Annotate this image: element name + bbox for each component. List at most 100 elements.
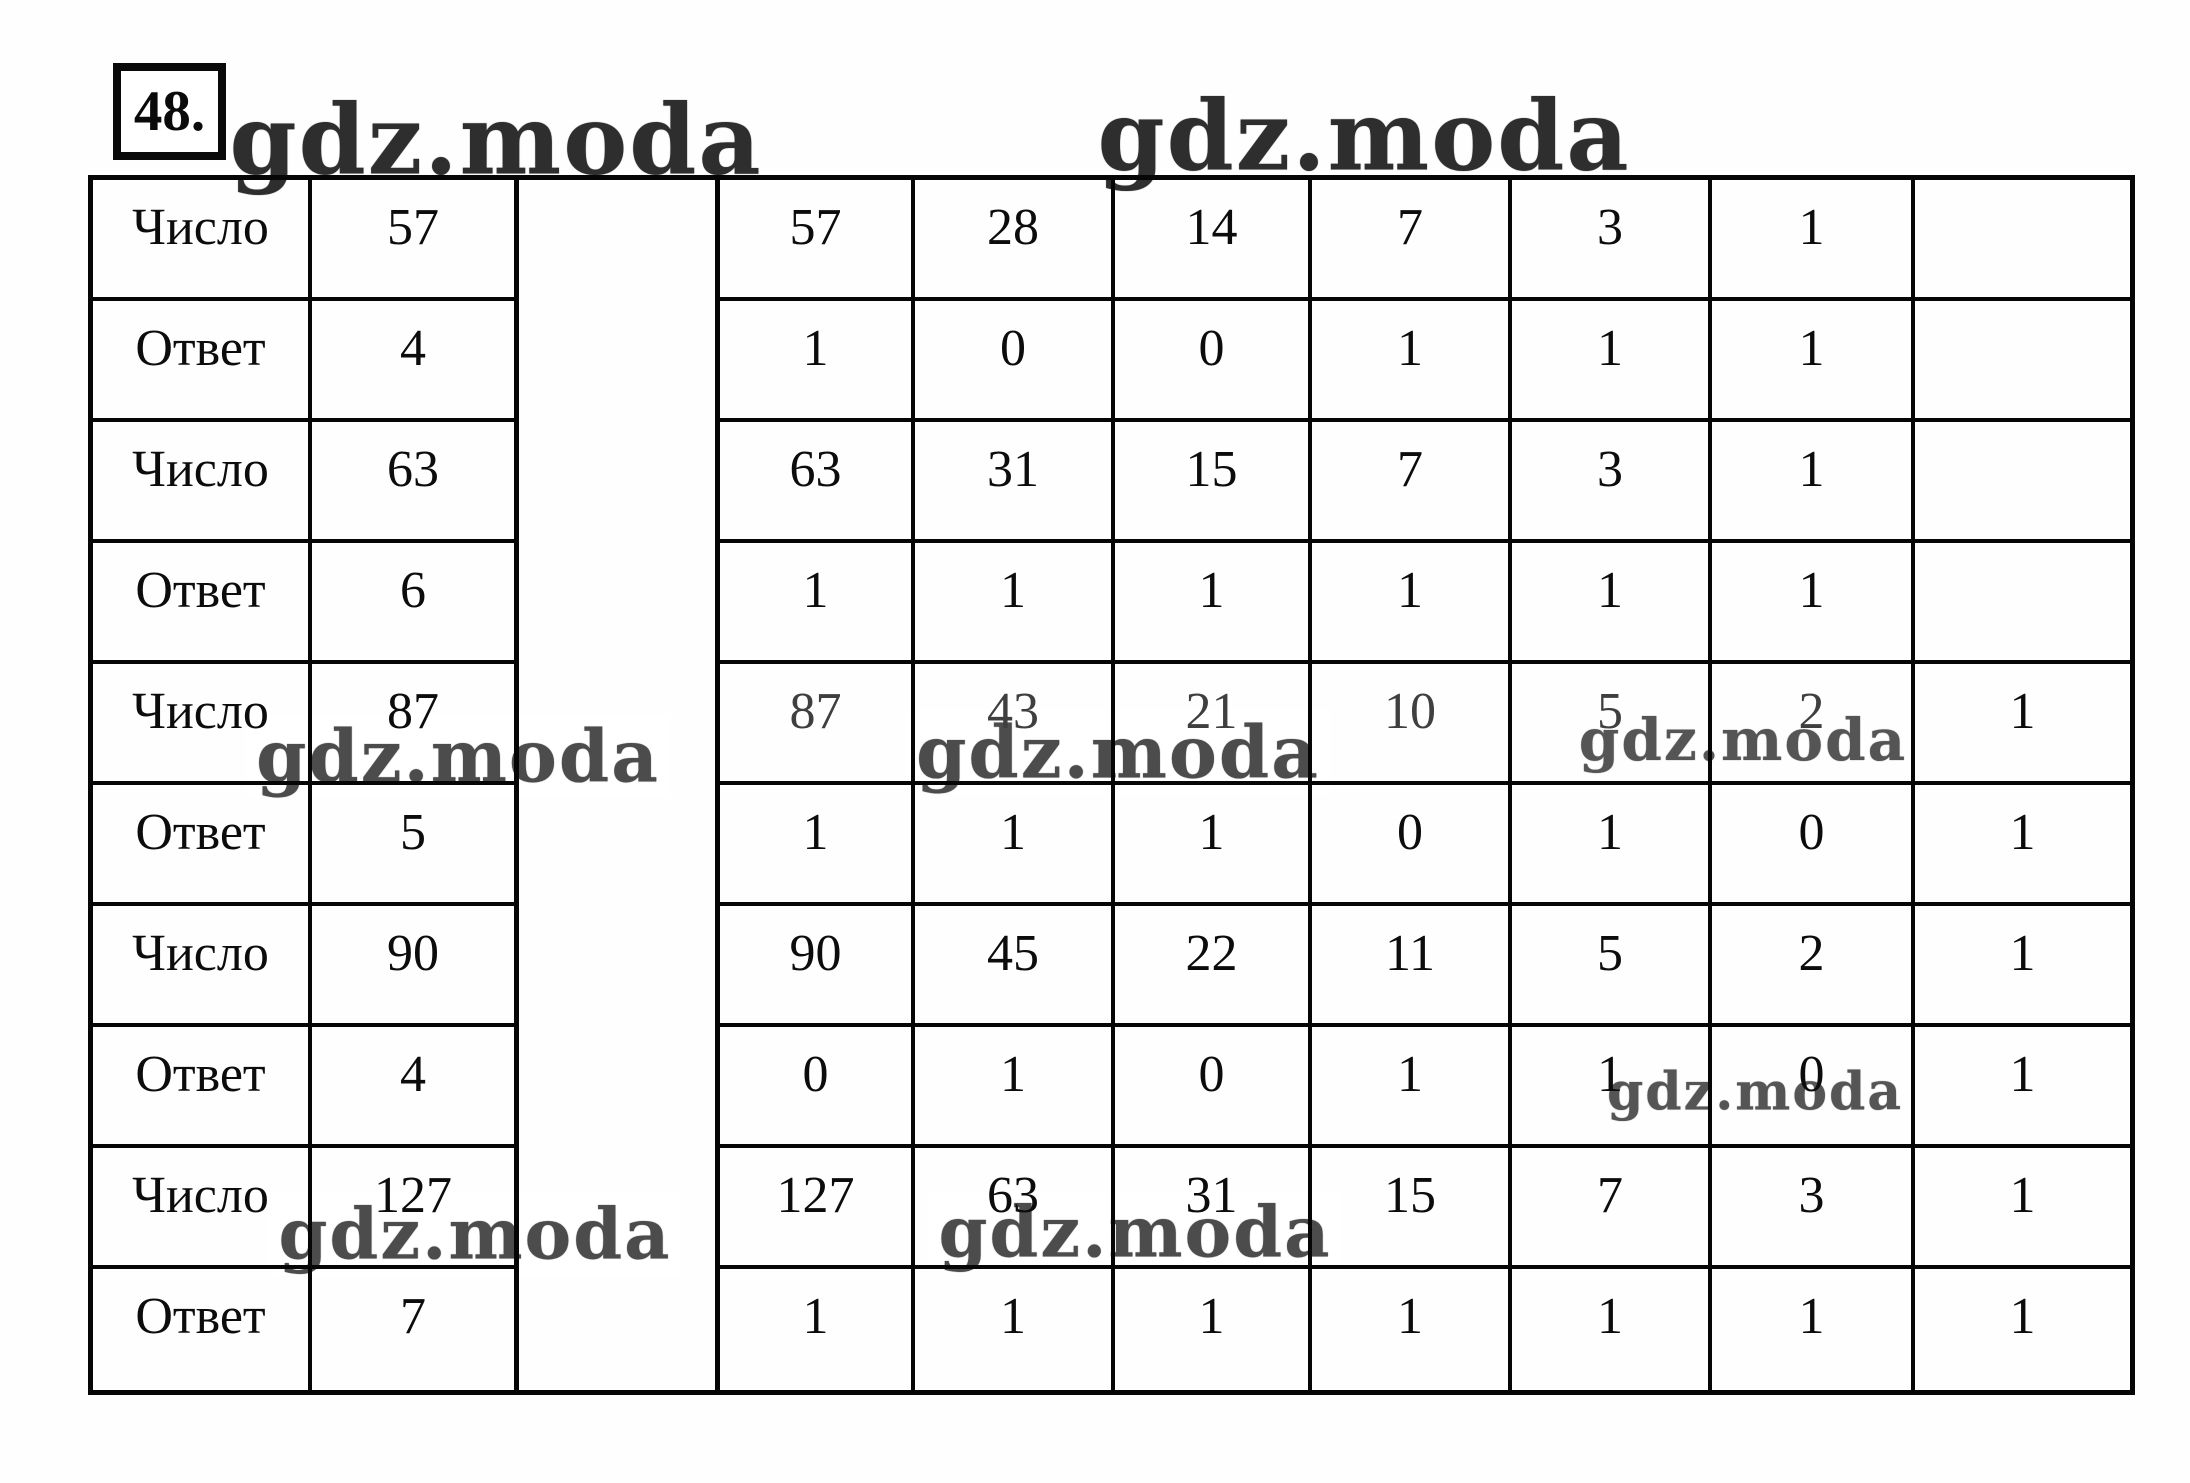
watermark: gdz.moda	[906, 709, 1330, 795]
watermark: gdz.moda	[268, 1192, 682, 1276]
left-table-label-cell: Ответ	[93, 1027, 312, 1148]
right-table-cell: 57	[720, 180, 915, 301]
right-table-cell: 1	[1512, 785, 1712, 906]
right-table-cell: 1	[915, 785, 1115, 906]
right-table-cell: 11	[1312, 906, 1512, 1027]
right-table-cell: 1	[720, 301, 915, 422]
right-table-cell: 1	[1115, 785, 1312, 906]
left-table-value-cell: 127	[312, 1148, 514, 1269]
right-table-cell: 5	[1512, 906, 1712, 1027]
number-answer-table: Число 57 Ответ 4 Число 63 Ответ 6 Число 87 Ответ 5 Ч…	[88, 175, 519, 1395]
left-table-label-cell: Число	[93, 180, 312, 301]
right-table-cell: 0	[720, 1027, 915, 1148]
right-table-cell: 43	[915, 664, 1115, 785]
right-table-cell: 1	[1115, 1269, 1312, 1390]
right-table-cell: 1	[1512, 1269, 1712, 1390]
watermark: gdz.moda	[1097, 79, 1631, 193]
right-table-cell: 1	[1712, 422, 1915, 543]
right-table-cell: 7	[1312, 180, 1512, 301]
right-table-cell: 1	[1115, 543, 1312, 664]
right-table-cell: 21	[1115, 664, 1312, 785]
right-table-cell: 7	[1512, 1148, 1712, 1269]
right-table-cell: 1	[1512, 543, 1712, 664]
right-table-cell: 0	[1712, 1027, 1915, 1148]
right-table-cell: 1	[1312, 301, 1512, 422]
right-table-cell	[1915, 422, 2130, 543]
right-table-cell: 1	[1712, 543, 1915, 664]
left-table-value-cell: 87	[312, 664, 514, 785]
left-table-value-cell: 5	[312, 785, 514, 906]
right-table-cell: 127	[720, 1148, 915, 1269]
right-table-cell: 10	[1312, 664, 1512, 785]
left-table-label-cell: Число	[93, 1148, 312, 1269]
left-table-label-cell: Ответ	[93, 785, 312, 906]
left-table-label-cell: Ответ	[93, 1269, 312, 1390]
right-table-cell: 3	[1512, 422, 1712, 543]
right-table-cell: 2	[1712, 664, 1915, 785]
right-table-cell: 3	[1512, 180, 1712, 301]
right-table-cell: 22	[1115, 906, 1312, 1027]
right-table-cell: 0	[1712, 785, 1915, 906]
left-table-value-cell: 4	[312, 301, 514, 422]
right-table-cell	[1915, 301, 2130, 422]
right-table-cell: 87	[720, 664, 915, 785]
right-table-cell: 31	[1115, 1148, 1312, 1269]
division-by-two-table: 57 28 14 7 3 1 1 0 0 1 1 1 63 31 15 7 3 1 1 1 1 1 1 1 87 43 21 10 5 2…	[715, 175, 2135, 1395]
watermark: gdz.moda	[928, 1190, 1342, 1274]
watermark: gdz.moda	[1606, 1061, 1904, 1123]
right-table-cell: 2	[1712, 906, 1915, 1027]
right-table-cell: 3	[1712, 1148, 1915, 1269]
task-number-box: 48.	[113, 63, 226, 160]
right-table-cell: 15	[1115, 422, 1312, 543]
right-table-cell: 1	[1512, 1027, 1712, 1148]
right-table-cell: 1	[1915, 1027, 2130, 1148]
right-table-cell: 1	[1512, 301, 1712, 422]
left-table-label-cell: Число	[93, 906, 312, 1027]
right-table-cell: 1	[1915, 906, 2130, 1027]
right-table-cell: 1	[915, 543, 1115, 664]
right-table-cell: 0	[915, 301, 1115, 422]
right-table-cell: 90	[720, 906, 915, 1027]
right-table-cell	[1915, 543, 2130, 664]
right-table-cell: 0	[1115, 301, 1312, 422]
right-table-cell: 1	[2009, 1288, 2036, 1345]
task-number: 48.	[133, 80, 206, 143]
right-table-cell: 1	[1712, 180, 1915, 301]
right-table-cell: 1	[1712, 301, 1915, 422]
right-table-cell: 31	[915, 422, 1115, 543]
left-table-label-cell: Число	[93, 664, 312, 785]
right-table-cell: 1	[720, 1269, 915, 1390]
right-table-cell: 0	[1115, 1027, 1312, 1148]
left-table-value-cell: 4	[312, 1027, 514, 1148]
right-table-cell: 1	[915, 1269, 1115, 1390]
right-table-cell: 0	[1312, 785, 1512, 906]
empty-gap-cell	[519, 175, 715, 1395]
left-table-value-cell: 7	[400, 1288, 426, 1345]
right-table-cell: 63	[915, 1148, 1115, 1269]
right-table-cell: 1	[1915, 1148, 2130, 1269]
right-table-cell: 5	[1512, 664, 1712, 785]
right-table-cell: 14	[1115, 180, 1312, 301]
right-table-cell: 28	[915, 180, 1115, 301]
right-table-cell: 1	[1915, 664, 2130, 785]
left-table-label-cell: Ответ	[93, 301, 312, 422]
left-table-value-cell: 63	[312, 422, 514, 543]
left-table-value-cell: 90	[312, 906, 514, 1027]
right-table-cell: 45	[915, 906, 1115, 1027]
right-table-cell: 1	[1915, 785, 2130, 906]
watermark: gdz.moda	[1578, 706, 1908, 774]
left-table-value-cell: 57	[312, 180, 514, 301]
right-table-cell: 7	[1312, 422, 1512, 543]
left-table-label-cell: Число	[93, 422, 312, 543]
right-table-cell: 1	[1312, 543, 1512, 664]
right-table-cell: 63	[720, 422, 915, 543]
right-table-cell	[1915, 180, 2130, 301]
right-table-cell: 15	[1312, 1148, 1512, 1269]
right-table-cell: 1	[1312, 1027, 1512, 1148]
right-table-cell: 1	[915, 1027, 1115, 1148]
right-table-cell: 1	[720, 543, 915, 664]
right-table-cell: 1	[720, 785, 915, 906]
left-table-label-cell: Ответ	[93, 543, 312, 664]
right-table-cell: 1	[1312, 1269, 1512, 1390]
